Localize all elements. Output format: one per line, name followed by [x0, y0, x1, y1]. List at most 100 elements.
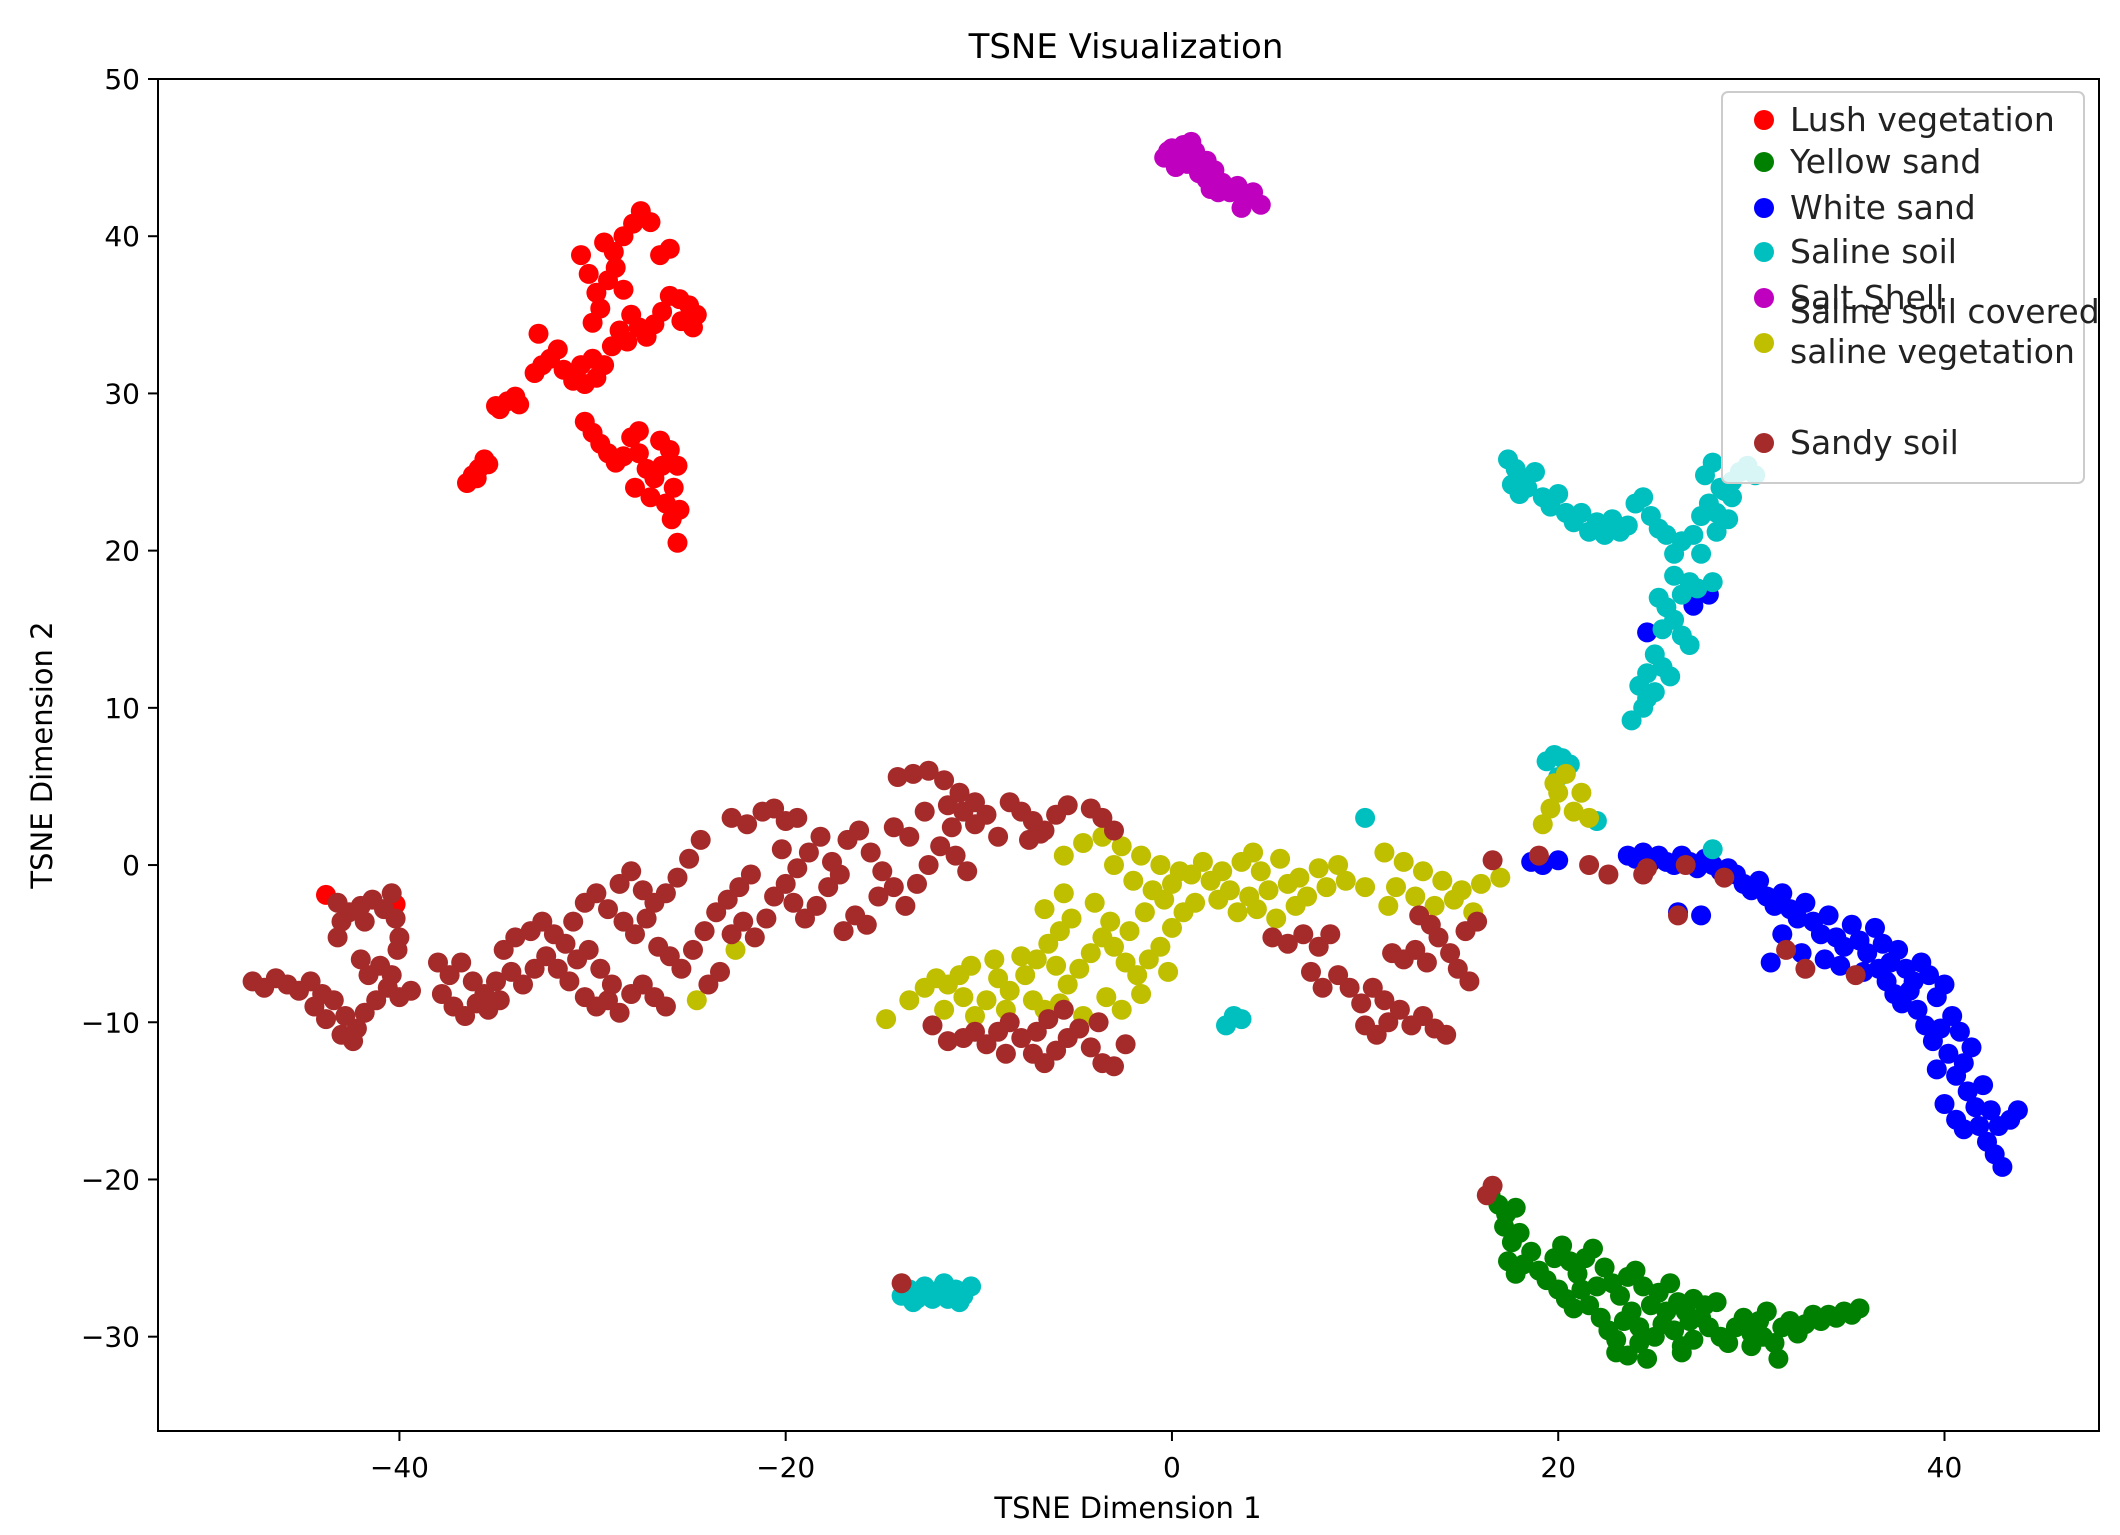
data-point [1436, 1024, 1457, 1045]
data-point [976, 990, 997, 1011]
data-point [1104, 855, 1124, 875]
data-point [868, 886, 889, 907]
y-tick-label: 0 [122, 849, 140, 882]
data-point [1131, 984, 1152, 1004]
data-point [1482, 1175, 1503, 1196]
data-point [1683, 1329, 1704, 1350]
data-point [1355, 877, 1376, 898]
data-point [1494, 1216, 1515, 1237]
data-point [899, 990, 920, 1011]
data-point [999, 980, 1020, 1001]
data-point [1915, 1015, 1936, 1036]
data-point [1664, 1320, 1685, 1341]
data-point [1150, 936, 1171, 957]
data-point [787, 858, 808, 879]
data-point [1965, 1097, 1986, 1118]
data-point [1011, 946, 1032, 967]
data-point [907, 873, 927, 894]
data-point [1270, 848, 1291, 869]
data-point [1046, 955, 1067, 976]
data-point [1644, 682, 1665, 703]
data-point [613, 279, 634, 300]
data-point [1756, 1301, 1777, 1322]
data-point [1752, 1326, 1773, 1347]
data-point [949, 782, 970, 803]
data-point [598, 899, 618, 920]
data-point [652, 455, 673, 476]
data-point [1150, 855, 1171, 875]
data-point [690, 829, 711, 850]
data-point [1038, 1009, 1059, 1030]
data-point [1679, 635, 1700, 655]
data-point [1872, 933, 1893, 954]
data-point [941, 817, 962, 838]
data-point [1598, 864, 1619, 885]
data-point [1664, 565, 1685, 586]
data-point [609, 873, 630, 894]
data-point [976, 1034, 997, 1055]
legend-item: White sand [1754, 188, 1976, 227]
data-point [1579, 807, 1600, 828]
y-tick-label: 30 [104, 377, 140, 410]
data-point [1119, 921, 1140, 942]
data-point [1250, 194, 1271, 215]
data-point [1532, 814, 1553, 835]
data-point [849, 820, 870, 841]
data-point [1930, 1018, 1951, 1039]
data-point [1772, 924, 1793, 945]
data-point [1888, 939, 1909, 960]
data-point [1115, 1034, 1136, 1055]
data-point [1015, 965, 1036, 986]
data-point [1185, 892, 1206, 913]
data-point [1069, 1018, 1090, 1039]
data-point [1266, 908, 1287, 929]
data-point [1668, 905, 1688, 926]
data-point [1416, 952, 1437, 973]
data-point [1104, 1056, 1124, 1077]
data-point [721, 807, 742, 828]
data-point [891, 1273, 912, 1294]
data-point [1702, 839, 1723, 860]
data-point [918, 760, 939, 781]
data-point [1760, 952, 1781, 973]
data-point [957, 861, 978, 882]
data-point [1938, 1043, 1959, 1064]
data-point [1594, 524, 1615, 545]
data-point [667, 455, 688, 476]
data-point [559, 971, 580, 992]
data-point [1301, 961, 1321, 982]
data-point [1181, 864, 1202, 885]
data-point [756, 908, 777, 929]
data-point [1250, 861, 1271, 882]
data-point [601, 336, 622, 357]
data-point [1432, 870, 1453, 891]
data-point [1957, 1081, 1978, 1102]
legend-item: Lush vegetation [1754, 100, 2055, 139]
data-point [1084, 892, 1105, 913]
data-point [1289, 867, 1310, 888]
data-point [536, 946, 557, 967]
data-point [650, 430, 671, 451]
data-point [671, 958, 692, 979]
data-point [988, 826, 1009, 847]
series-1 [316, 201, 707, 915]
data-point [1111, 999, 1132, 1020]
data-point [652, 301, 673, 322]
data-point [694, 921, 715, 942]
data-point [1443, 889, 1464, 910]
data-point [1026, 949, 1047, 970]
data-point [1308, 936, 1329, 957]
data-point [965, 1006, 985, 1026]
data-point [1405, 886, 1426, 907]
data-point [961, 1276, 982, 1297]
data-point [883, 817, 904, 838]
data-point [1706, 1292, 1727, 1313]
data-point [451, 952, 472, 973]
data-point [563, 911, 584, 932]
y-tick-label: 50 [104, 63, 140, 96]
data-point [1671, 1342, 1692, 1363]
data-point [833, 921, 854, 942]
data-point [1131, 845, 1152, 866]
data-point [1505, 1197, 1526, 1218]
